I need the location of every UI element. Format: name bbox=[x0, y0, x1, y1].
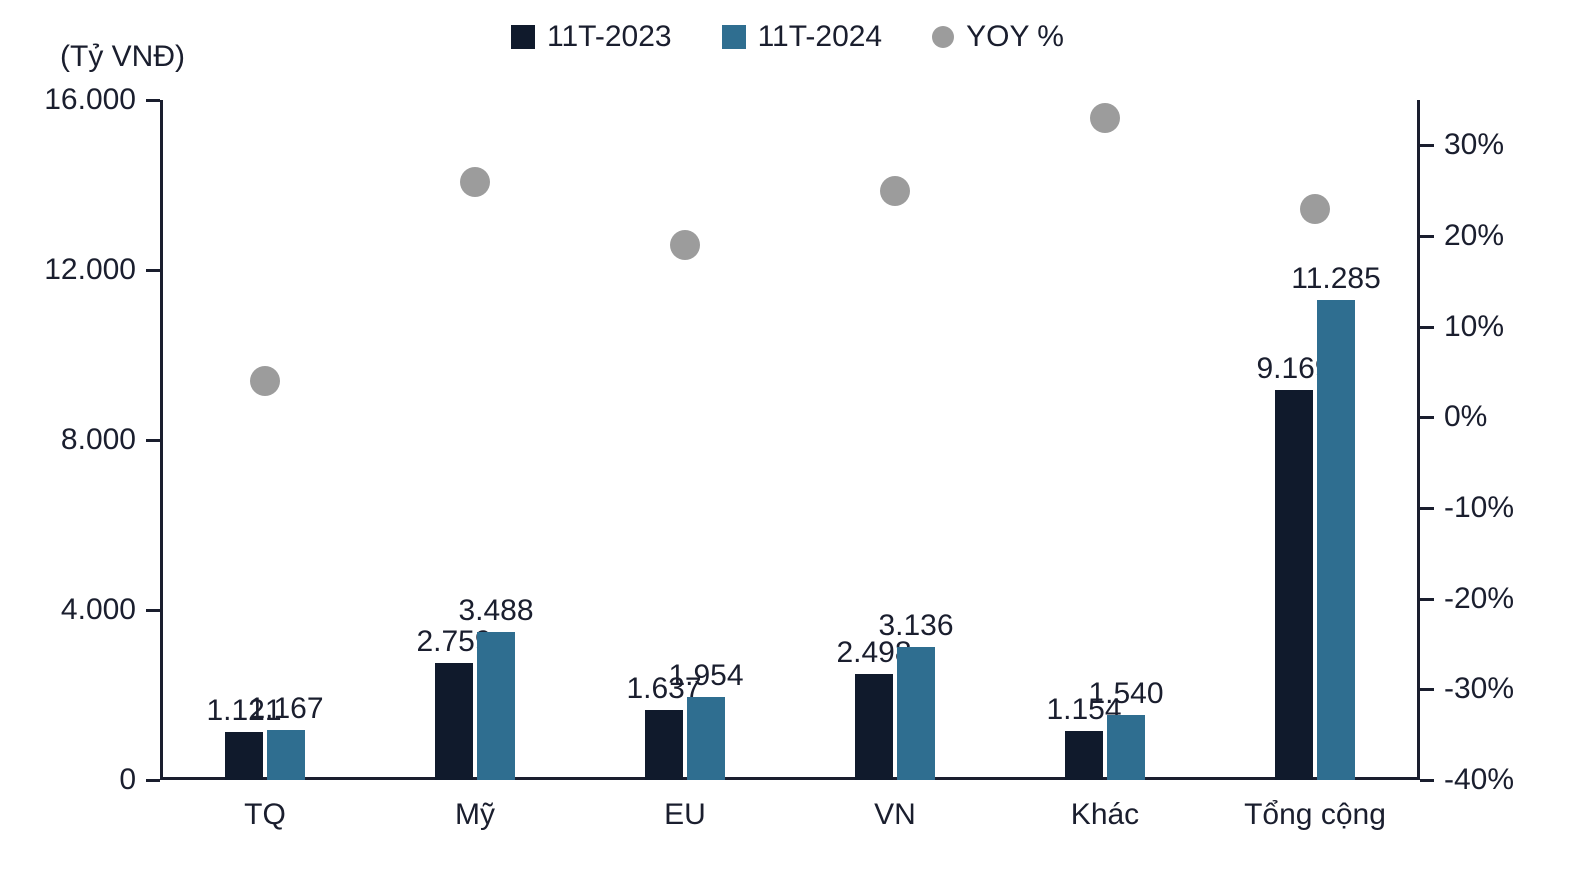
y-left-axis-line bbox=[160, 100, 163, 780]
bar-11T-2024 bbox=[1107, 715, 1145, 780]
y-left-tick-mark bbox=[146, 269, 160, 272]
chart-container: 11T-2023 11T-2024 YOY % (Tỷ VNĐ) 04.0008… bbox=[0, 0, 1575, 876]
y-right-tick-mark bbox=[1420, 598, 1434, 601]
yoy-dot bbox=[250, 366, 280, 396]
bar-11T-2023 bbox=[855, 674, 893, 780]
x-tick-label: TQ bbox=[244, 798, 286, 832]
legend-item-series-c: YOY % bbox=[932, 20, 1064, 54]
bar-11T-2023 bbox=[435, 663, 473, 780]
bar-11T-2024 bbox=[687, 697, 725, 780]
bar-value-label: 11.285 bbox=[1291, 262, 1381, 296]
legend-item-series-a: 11T-2023 bbox=[511, 20, 672, 54]
y-left-tick-label: 0 bbox=[119, 763, 136, 797]
yoy-dot bbox=[670, 230, 700, 260]
legend-label-series-c: YOY % bbox=[966, 20, 1064, 54]
y-right-tick-label: -30% bbox=[1444, 672, 1514, 706]
y-right-tick-label: -20% bbox=[1444, 582, 1514, 616]
plot-area: 04.0008.00012.00016.000-40%-30%-20%-10%0… bbox=[160, 100, 1420, 780]
y-left-axis-title: (Tỷ VNĐ) bbox=[60, 40, 185, 74]
y-right-tick-label: -10% bbox=[1444, 491, 1514, 525]
bar-11T-2023 bbox=[1275, 390, 1313, 780]
y-right-tick-mark bbox=[1420, 235, 1434, 238]
bar-value-label: 1.954 bbox=[668, 659, 743, 693]
y-left-tick-label: 4.000 bbox=[61, 593, 136, 627]
y-left-tick-mark bbox=[146, 779, 160, 782]
y-right-tick-label: 20% bbox=[1444, 219, 1504, 253]
yoy-dot bbox=[1090, 103, 1120, 133]
y-right-tick-mark bbox=[1420, 688, 1434, 691]
y-left-tick-mark bbox=[146, 99, 160, 102]
y-left-tick-label: 12.000 bbox=[44, 253, 136, 287]
bar-11T-2023 bbox=[645, 710, 683, 780]
y-right-tick-mark bbox=[1420, 416, 1434, 419]
x-tick-label: Tổng cộng bbox=[1244, 798, 1386, 832]
y-right-tick-mark bbox=[1420, 507, 1434, 510]
y-left-tick-label: 8.000 bbox=[61, 423, 136, 457]
bar-11T-2023 bbox=[225, 732, 263, 780]
x-tick-label: VN bbox=[874, 798, 916, 832]
legend-swatch-series-b bbox=[722, 25, 746, 49]
y-right-axis-line bbox=[1417, 100, 1420, 780]
y-right-tick-mark bbox=[1420, 779, 1434, 782]
bar-11T-2024 bbox=[1317, 300, 1355, 780]
bar-value-label: 1.167 bbox=[248, 692, 323, 726]
y-left-tick-label: 16.000 bbox=[44, 83, 136, 117]
yoy-dot bbox=[1300, 194, 1330, 224]
legend-item-series-b: 11T-2024 bbox=[722, 20, 883, 54]
y-right-tick-label: 30% bbox=[1444, 128, 1504, 162]
x-tick-label: Mỹ bbox=[455, 798, 495, 832]
legend-swatch-series-c bbox=[932, 26, 954, 48]
x-tick-label: EU bbox=[664, 798, 706, 832]
y-right-tick-label: 10% bbox=[1444, 310, 1504, 344]
x-tick-label: Khác bbox=[1071, 798, 1139, 832]
y-right-tick-mark bbox=[1420, 144, 1434, 147]
x-axis-line bbox=[160, 777, 1420, 780]
bar-value-label: 3.488 bbox=[458, 594, 533, 628]
legend: 11T-2023 11T-2024 YOY % bbox=[0, 20, 1575, 54]
y-right-tick-mark bbox=[1420, 326, 1434, 329]
y-left-tick-mark bbox=[146, 439, 160, 442]
y-right-tick-label: 0% bbox=[1444, 400, 1487, 434]
y-right-tick-label: -40% bbox=[1444, 763, 1514, 797]
bar-value-label: 1.540 bbox=[1088, 677, 1163, 711]
legend-swatch-series-a bbox=[511, 25, 535, 49]
y-left-tick-mark bbox=[146, 609, 160, 612]
bar-value-label: 3.136 bbox=[878, 609, 953, 643]
bar-11T-2024 bbox=[267, 730, 305, 780]
bar-11T-2024 bbox=[477, 632, 515, 780]
legend-label-series-a: 11T-2023 bbox=[547, 20, 672, 54]
bar-11T-2023 bbox=[1065, 731, 1103, 780]
yoy-dot bbox=[880, 176, 910, 206]
yoy-dot bbox=[460, 167, 490, 197]
bar-11T-2024 bbox=[897, 647, 935, 780]
legend-label-series-b: 11T-2024 bbox=[758, 20, 883, 54]
